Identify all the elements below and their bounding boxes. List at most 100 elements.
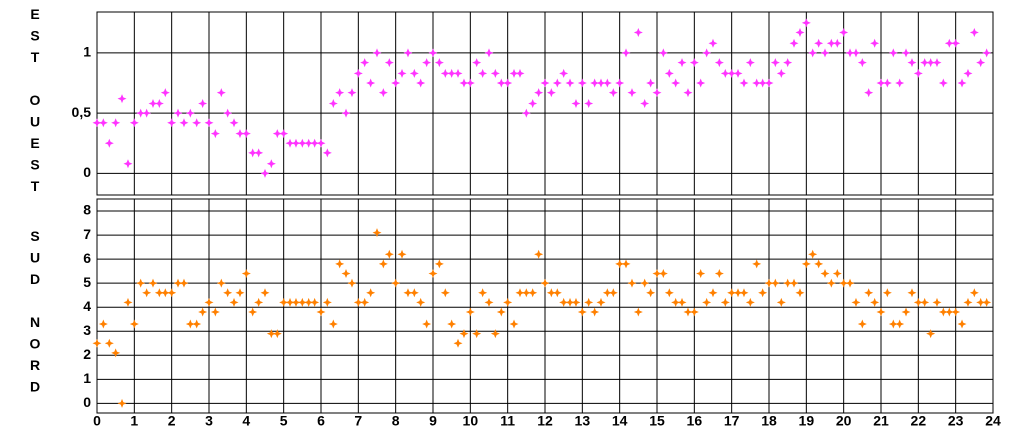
point <box>416 297 426 307</box>
point <box>254 297 264 307</box>
point <box>658 269 668 279</box>
point <box>621 48 631 58</box>
point <box>820 48 830 58</box>
point <box>745 58 755 68</box>
point <box>733 68 743 78</box>
point <box>758 78 768 88</box>
point <box>982 297 992 307</box>
point <box>521 288 531 298</box>
point <box>198 99 208 108</box>
point <box>117 94 127 104</box>
point <box>434 259 444 269</box>
y-tick-label: 7 <box>83 226 91 242</box>
point <box>403 288 413 298</box>
point <box>882 78 892 88</box>
point <box>291 138 301 148</box>
point <box>148 278 158 288</box>
point <box>577 78 587 88</box>
point <box>111 348 121 358</box>
x-tick-label: 2 <box>168 413 176 429</box>
point <box>646 288 656 298</box>
point <box>671 297 681 307</box>
point <box>384 249 394 259</box>
point <box>689 58 699 68</box>
point <box>229 118 239 128</box>
point <box>857 58 867 68</box>
point <box>920 297 930 307</box>
point <box>192 319 202 329</box>
point <box>378 259 388 269</box>
axis-label-letter: R <box>30 357 40 373</box>
point <box>123 159 133 169</box>
point <box>739 288 749 298</box>
axis-label-letter: S <box>30 156 39 172</box>
axis-label-letter: T <box>31 49 40 65</box>
y-tick-label: 3 <box>83 322 91 338</box>
point <box>341 108 351 118</box>
y-tick-label: 0,5 <box>72 104 92 120</box>
point <box>857 319 867 329</box>
point <box>440 288 450 298</box>
point <box>789 38 799 48</box>
point <box>584 297 594 307</box>
point <box>453 68 463 78</box>
point <box>248 148 258 158</box>
point <box>602 78 612 88</box>
point <box>279 297 289 307</box>
point <box>167 288 177 298</box>
point <box>297 138 307 148</box>
point <box>801 18 811 28</box>
point <box>223 108 233 118</box>
point <box>310 138 320 148</box>
point <box>428 269 438 279</box>
point <box>683 307 693 317</box>
point <box>963 297 973 307</box>
point <box>920 58 930 68</box>
y-tick-label: 1 <box>83 370 91 386</box>
point <box>664 288 674 298</box>
point <box>745 297 755 307</box>
y-tick-label: 8 <box>83 202 91 218</box>
point <box>422 319 432 329</box>
point <box>633 307 643 317</box>
point <box>285 297 295 307</box>
axis-label-letter: O <box>30 92 41 108</box>
x-tick-label: 15 <box>649 413 665 429</box>
point <box>528 99 538 108</box>
point <box>391 78 401 88</box>
point <box>528 288 538 298</box>
point <box>758 288 768 298</box>
point <box>901 48 911 58</box>
point <box>366 288 376 298</box>
x-tick-label: 17 <box>724 413 740 429</box>
point <box>764 78 774 88</box>
point <box>179 278 189 288</box>
point <box>266 329 276 339</box>
point <box>503 78 513 88</box>
point <box>428 48 438 58</box>
point <box>328 99 338 108</box>
point <box>117 398 127 408</box>
point <box>708 288 718 298</box>
point <box>366 78 376 88</box>
x-tick-label: 16 <box>687 413 703 429</box>
point <box>907 58 917 68</box>
point <box>397 249 407 259</box>
point <box>341 269 351 279</box>
point <box>689 307 699 317</box>
point <box>235 129 245 139</box>
point <box>235 288 245 298</box>
point <box>702 48 712 58</box>
point <box>565 297 575 307</box>
point <box>104 138 114 148</box>
point <box>720 297 730 307</box>
point <box>615 259 625 269</box>
x-tick-label: 6 <box>317 413 325 429</box>
point <box>907 288 917 298</box>
x-tick-label: 0 <box>93 413 101 429</box>
point <box>944 307 954 317</box>
axis-label-letter: T <box>31 178 40 194</box>
point <box>571 99 581 108</box>
